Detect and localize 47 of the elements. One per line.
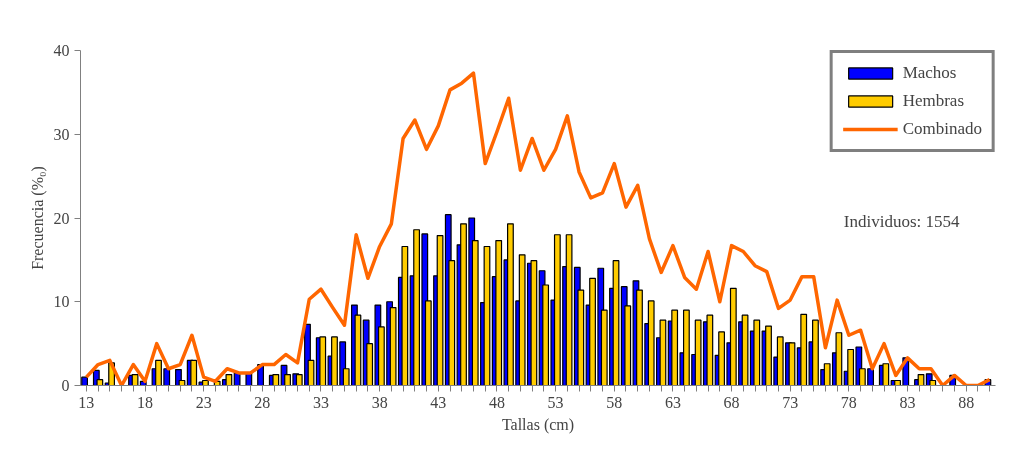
x-tick-label: 63 — [664, 393, 681, 411]
x-tick-label: 68 — [723, 393, 740, 411]
bar — [401, 245, 409, 386]
bar — [741, 314, 749, 386]
bar — [272, 374, 280, 386]
bar — [202, 379, 209, 386]
y-tick-label: 10 — [53, 293, 70, 311]
bar — [753, 319, 761, 386]
x-tick-label: 38 — [371, 393, 388, 411]
bar — [835, 332, 843, 386]
bar — [800, 313, 808, 386]
x-tick-label: 88 — [958, 393, 975, 411]
x-tick-label: 13 — [78, 393, 95, 411]
bar — [882, 363, 890, 386]
x-tick-label: 78 — [840, 393, 857, 411]
y-axis-title: Frecuencia (%₀) — [28, 166, 47, 270]
bar — [671, 309, 679, 386]
bar — [518, 254, 526, 386]
y-tick-label: 30 — [53, 125, 70, 143]
bar — [659, 319, 667, 386]
x-tick-label: 53 — [547, 393, 564, 411]
x-tick-label: 48 — [488, 393, 505, 411]
legend-label: Machos — [902, 63, 957, 83]
x-tick-label: 18 — [137, 393, 154, 411]
x-axis-title: Tallas (cm) — [501, 415, 575, 434]
y-tick-label: 40 — [53, 42, 70, 59]
bar — [319, 336, 327, 386]
bar — [225, 374, 233, 386]
bar — [530, 260, 538, 386]
x-tick-label: 58 — [606, 393, 623, 411]
bar — [706, 314, 714, 386]
y-tick-label: 20 — [53, 209, 70, 227]
annotation: Individuos: 1554 — [843, 212, 960, 232]
bar — [647, 300, 655, 386]
x-tick-label: 33 — [312, 393, 329, 411]
legend-label: Combinado — [902, 119, 982, 139]
x-tick-label: 83 — [899, 393, 916, 411]
bar — [81, 376, 89, 386]
x-tick-label: 23 — [195, 393, 212, 411]
bar — [495, 240, 503, 386]
legend-label: Hembras — [902, 91, 965, 111]
bar — [190, 359, 198, 386]
y-tick-label: 0 — [61, 377, 70, 394]
x-tick-label: 73 — [782, 393, 799, 411]
x-tick-label: 28 — [254, 393, 271, 411]
x-tick-label: 43 — [430, 393, 447, 411]
bar — [694, 319, 702, 386]
